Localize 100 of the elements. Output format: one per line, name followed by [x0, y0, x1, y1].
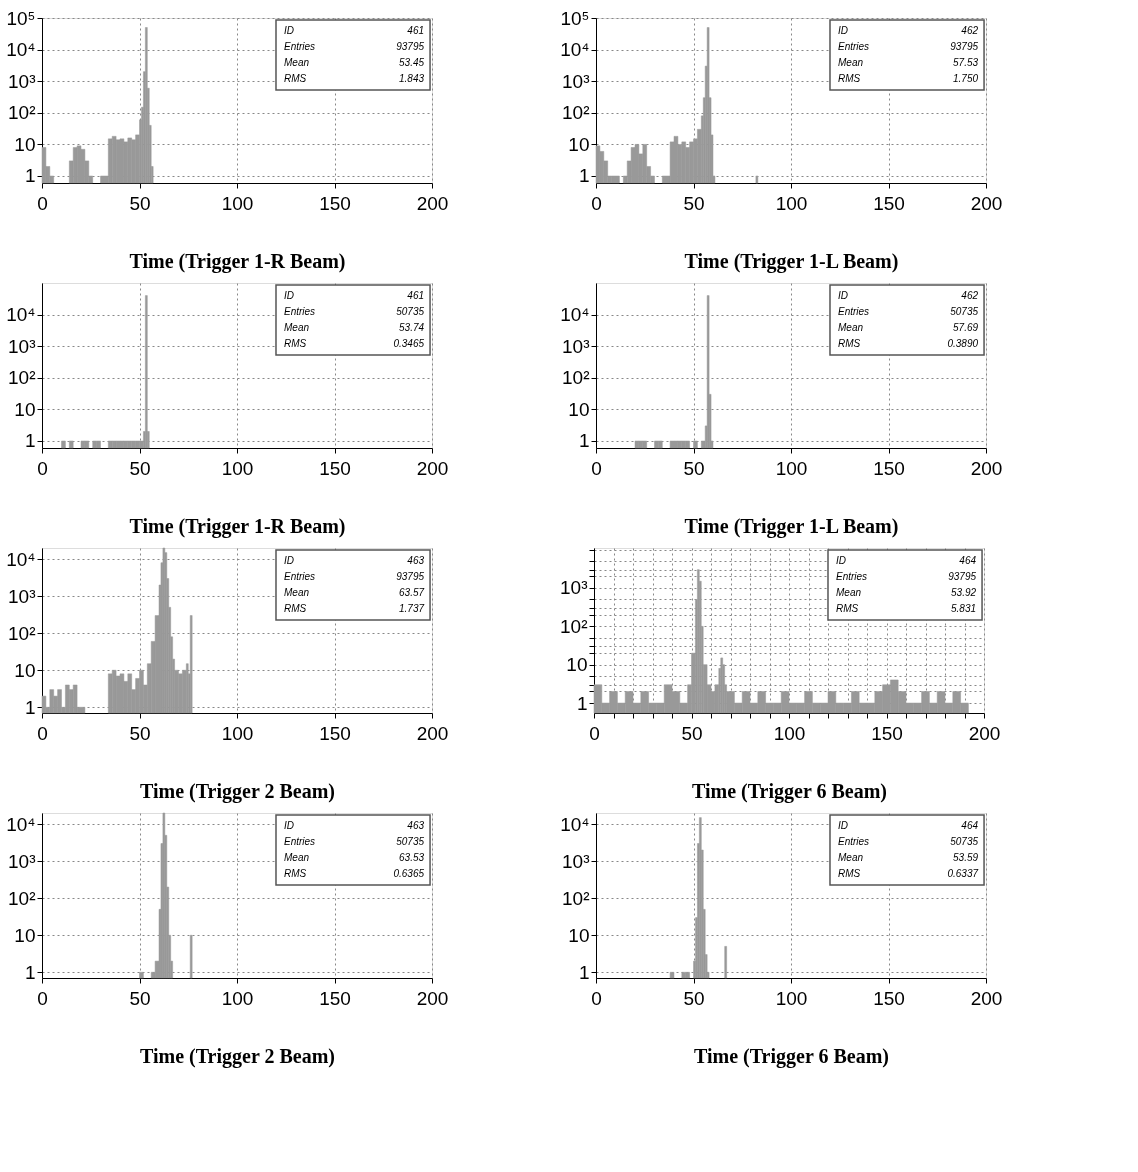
x-tick-label: 100 [773, 722, 806, 744]
x-tick-label: 200 [970, 457, 1003, 479]
annotation: 1.750 [953, 73, 979, 84]
annotation: ID [838, 290, 848, 301]
annotation: 57.53 [953, 57, 979, 68]
annotation: Mean [838, 322, 864, 333]
annotation: RMS [284, 868, 307, 879]
y-tick-label: 10 [14, 659, 36, 681]
y-tick-label: 1 [578, 165, 590, 187]
x-tick-label: 100 [775, 457, 808, 479]
y-tick-label: 10³ [8, 585, 36, 607]
x-tick-label: 100 [221, 192, 254, 214]
annotation: 93795 [396, 41, 425, 52]
annotation: ID [838, 820, 848, 831]
annotation: Entries [838, 41, 870, 52]
annotation: 0.6337 [947, 868, 979, 879]
annotation: ID [838, 25, 848, 36]
annotation: Entries [284, 836, 316, 847]
x-tick-label: 50 [683, 987, 705, 1009]
annotation: 463 [407, 820, 425, 831]
y-tick-label: 10³ [8, 70, 36, 92]
y-tick-label: 10² [8, 102, 36, 124]
y-tick-label: 10² [8, 367, 36, 389]
x-tick-label: 150 [871, 722, 903, 744]
annotation: 63.53 [399, 852, 425, 863]
x-tick-label: 150 [319, 722, 351, 744]
y-tick-label: 10⁵ [6, 7, 36, 29]
x-tick-label: 150 [873, 987, 905, 1009]
y-tick-label: 10 [14, 924, 36, 946]
x-tick-label: 0 [591, 457, 602, 479]
x-tick-label: 50 [129, 192, 151, 214]
annotation: 53.74 [399, 322, 425, 333]
x-tick-label: 0 [37, 987, 48, 1009]
x-tick-label: 50 [129, 457, 151, 479]
x-tick-label: 100 [775, 192, 808, 214]
annotation: 50735 [396, 306, 425, 317]
x-tick-label: 150 [873, 457, 905, 479]
x-tick-label: 100 [775, 987, 808, 1009]
annotation: Entries [284, 41, 316, 52]
y-tick-label: 1 [578, 430, 590, 452]
annotation: 464 [961, 820, 979, 831]
y-tick-label: 10 [568, 133, 590, 155]
annotation: ID [284, 555, 294, 566]
x-tick-label: 50 [681, 722, 703, 744]
annotation: 57.69 [953, 322, 979, 333]
x-axis-title: Time (Trigger 6 Beam) [694, 1044, 889, 1068]
x-tick-label: 50 [129, 722, 151, 744]
annotation: ID [284, 290, 294, 301]
annotation: 53.45 [399, 57, 425, 68]
annotation: Mean [838, 852, 864, 863]
y-tick-label: 10⁴ [560, 813, 590, 835]
annotation: 0.3465 [393, 338, 425, 349]
y-tick-label: 10³ [8, 335, 36, 357]
y-tick-label: 10² [562, 887, 590, 909]
x-tick-label: 150 [319, 457, 351, 479]
annotation: 5.831 [951, 603, 977, 614]
annotation: Mean [284, 57, 310, 68]
x-tick-label: 50 [129, 987, 151, 1009]
annotation: 53.92 [951, 587, 977, 598]
y-tick-label: 10⁴ [560, 39, 590, 61]
annotation: 462 [961, 25, 979, 36]
y-tick-label: 10⁴ [6, 39, 36, 61]
annotation: Mean [838, 57, 864, 68]
y-tick-label: 10 [568, 924, 590, 946]
x-tick-label: 0 [37, 192, 48, 214]
x-tick-label: 100 [221, 722, 254, 744]
y-tick-label: 10 [14, 398, 36, 420]
x-tick-label: 200 [416, 192, 449, 214]
x-tick-label: 200 [970, 987, 1003, 1009]
annotation: Entries [838, 306, 870, 317]
x-tick-label: 0 [589, 722, 600, 744]
x-tick-label: 200 [416, 722, 449, 744]
x-tick-label: 200 [416, 987, 449, 1009]
annotation: Mean [836, 587, 862, 598]
annotation: ID [284, 820, 294, 831]
y-tick-label: 1 [24, 961, 36, 983]
y-tick-label: 10² [8, 622, 36, 644]
y-tick-label: 10 [14, 133, 36, 155]
y-tick-label: 10² [562, 367, 590, 389]
y-tick-label: 1 [578, 961, 590, 983]
y-tick-label: 10³ [562, 335, 590, 357]
annotation: ID [284, 25, 294, 36]
annotation: RMS [836, 603, 859, 614]
annotation: 50735 [396, 836, 425, 847]
y-tick-label: 10⁴ [560, 304, 590, 326]
y-tick-label: 1 [24, 696, 36, 718]
annotation: Entries [284, 306, 316, 317]
x-tick-label: 150 [319, 987, 351, 1009]
x-tick-label: 0 [37, 457, 48, 479]
annotation: 1.843 [399, 73, 425, 84]
x-tick-label: 50 [683, 192, 705, 214]
annotation: Entries [284, 571, 316, 582]
annotation: RMS [838, 73, 861, 84]
annotation: 93795 [396, 571, 425, 582]
annotation: Mean [284, 587, 310, 598]
y-tick-label: 10³ [562, 850, 590, 872]
annotation: 461 [407, 25, 425, 36]
x-axis-title: Time (Trigger 2 Beam) [140, 779, 335, 803]
annotation: Entries [836, 571, 868, 582]
y-tick-label: 10⁴ [6, 813, 36, 835]
